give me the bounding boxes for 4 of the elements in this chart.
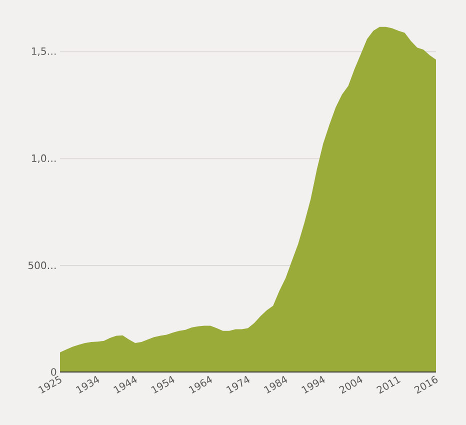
text: 0	[51, 368, 56, 376]
ref-line-label: 1,5…	[32, 48, 56, 56]
ref-line-label: 500…	[28, 262, 56, 270]
ref-line-label: 1,0…	[32, 154, 56, 164]
